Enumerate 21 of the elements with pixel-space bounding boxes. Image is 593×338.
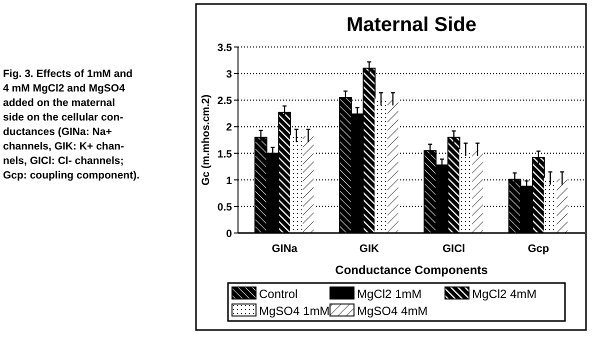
legend-label: MgSO4 4mM — [357, 304, 428, 318]
y-tick-label: 2.5 — [217, 95, 232, 108]
x-tick-label: GIK — [359, 243, 380, 255]
legend-label: MgCl2 4mM — [472, 287, 537, 301]
caption: Fig. 3. Effects of 1mM and 4 mM MgCl2 and MgSO4 added on the maternal side on the cellular con- ductances (GINa: Na+ channels, GIK: K+ chan- nels, GICl: Cl- channels; Gcp: coupling component). — [3, 68, 140, 182]
y-axis-title: Gc (m.mhos.cm.2) — [200, 94, 212, 186]
x-tick-label: GINa — [272, 243, 298, 255]
y-tick-label: 3.5 — [217, 42, 232, 54]
x-axis-title: Conductance Components — [335, 263, 488, 277]
y-tick-label: 2 — [226, 122, 232, 134]
chart-title: Maternal Side — [346, 14, 477, 36]
y-tick-label: 0 — [226, 228, 232, 240]
legend-label: MgSO4 1mM — [259, 304, 330, 318]
y-tick-label: 1 — [226, 174, 232, 187]
x-tick-label: Gcp — [528, 243, 550, 255]
y-tick-label: 1.5 — [217, 148, 232, 160]
legend-label: MgCl2 1mM — [357, 287, 422, 301]
legend-label: Control — [259, 287, 298, 301]
y-tick-label: 0.5 — [217, 201, 232, 214]
x-tick-label: GICl — [442, 243, 466, 255]
y-tick-label: 3 — [226, 68, 232, 81]
